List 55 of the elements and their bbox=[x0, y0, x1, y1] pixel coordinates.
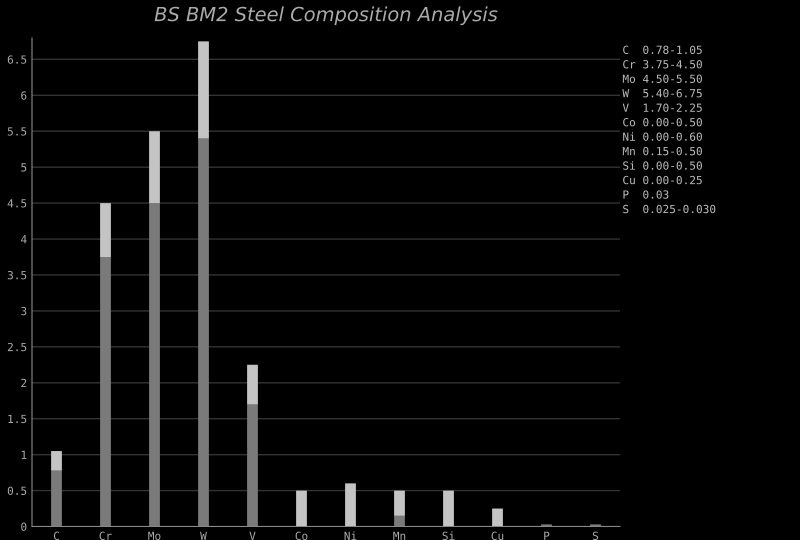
bar bbox=[198, 138, 209, 526]
y-tick-label: 4 bbox=[21, 235, 27, 244]
text: V 1.70-2.25 bbox=[622, 104, 702, 112]
x-tick-label: Ni bbox=[344, 531, 356, 540]
text: Cr 3.75-4.50 bbox=[623, 60, 702, 68]
x-tick-label: V bbox=[249, 532, 256, 540]
bar bbox=[100, 256, 111, 526]
x-tick-label: Cu bbox=[492, 532, 504, 540]
x-tick-label: P bbox=[544, 532, 550, 540]
x-tick-label: Cr bbox=[100, 532, 112, 540]
bar bbox=[247, 404, 258, 526]
bar bbox=[51, 470, 62, 526]
y-tick-label: 0.5 bbox=[8, 486, 26, 495]
y-tick-label: 1 bbox=[22, 450, 26, 459]
text: Co 0.00-0.50 bbox=[623, 118, 702, 126]
text: S 0.025-0.030 bbox=[623, 204, 716, 214]
bar bbox=[443, 490, 454, 526]
y-tick-label: 1.5 bbox=[8, 414, 26, 424]
x-tick-label: Si bbox=[442, 531, 454, 540]
chart-title: BS BM2 Steel Composition Analysis bbox=[154, 6, 498, 26]
x-tick-label: W bbox=[200, 532, 207, 540]
bar bbox=[247, 364, 258, 404]
bar bbox=[492, 508, 503, 526]
y-tick-label: 5 bbox=[21, 163, 26, 172]
y-tick-label: 6 bbox=[21, 91, 26, 100]
text: Cu 0.00-0.25 bbox=[623, 176, 702, 184]
y-tick-label: 4.5 bbox=[8, 199, 26, 208]
y-tick-label: 5.5 bbox=[8, 127, 26, 136]
bar bbox=[149, 131, 160, 204]
bar bbox=[345, 483, 356, 526]
y-tick-label: 2 bbox=[21, 378, 26, 388]
x-tick-label: Mo bbox=[148, 532, 160, 540]
text: W 5.40-6.75 bbox=[622, 89, 702, 98]
bar bbox=[51, 451, 62, 470]
y-tick-label: 6.5 bbox=[8, 55, 26, 64]
y-tick-label: 2.5 bbox=[8, 342, 26, 352]
text: C 0.78-1.05 bbox=[623, 46, 702, 54]
bar bbox=[394, 516, 405, 526]
bar bbox=[198, 41, 209, 138]
bar bbox=[296, 490, 307, 526]
x-tick-label: Co bbox=[296, 532, 308, 540]
text: Mn 0.15-0.50 bbox=[622, 146, 702, 156]
y-tick-label: 3 bbox=[21, 306, 26, 316]
x-tick-label: Mn bbox=[393, 532, 406, 540]
y-tick-label: 0 bbox=[21, 522, 26, 531]
bar bbox=[100, 203, 111, 257]
text: Mo 4.50-5.50 bbox=[622, 74, 702, 83]
bar bbox=[394, 490, 405, 516]
bar bbox=[149, 203, 160, 526]
x-tick-label: S bbox=[592, 532, 598, 540]
y-tick-label: 3.5 bbox=[8, 270, 26, 280]
text: Ni 0.00-0.60 bbox=[623, 132, 702, 141]
text: P 0.03 bbox=[623, 190, 668, 199]
x-tick-label: C bbox=[54, 532, 59, 540]
text: Si 0.00-0.50 bbox=[623, 161, 702, 170]
